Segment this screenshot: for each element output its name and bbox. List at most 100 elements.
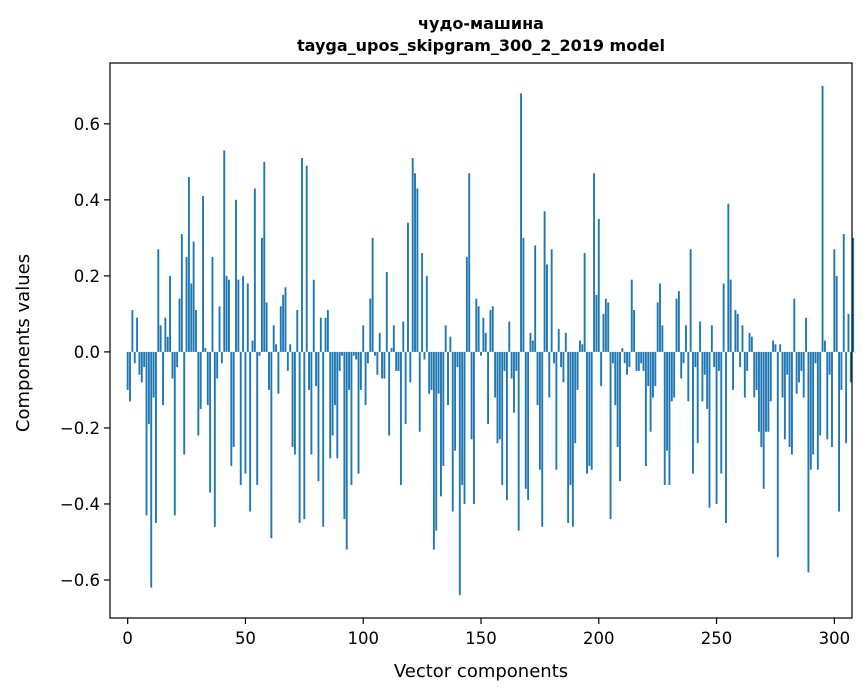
- bar: [680, 351, 683, 379]
- bar: [677, 291, 680, 352]
- bar: [753, 351, 756, 398]
- bar: [258, 351, 261, 356]
- bar: [383, 351, 386, 379]
- bar: [277, 351, 280, 394]
- bar: [508, 321, 511, 352]
- bar: [656, 302, 659, 352]
- bar: [748, 332, 751, 352]
- bar: [541, 351, 544, 527]
- bar: [635, 351, 638, 371]
- bar: [644, 351, 647, 466]
- bar: [357, 351, 360, 474]
- bar: [538, 351, 541, 470]
- bar: [216, 351, 219, 379]
- bar: [442, 351, 445, 466]
- bar: [176, 351, 179, 368]
- bar: [470, 351, 473, 440]
- bar: [609, 351, 612, 520]
- bar: [489, 310, 492, 352]
- bar: [440, 351, 442, 497]
- bar: [374, 351, 376, 356]
- bar: [661, 325, 664, 352]
- bar: [169, 275, 172, 352]
- bar: [390, 348, 393, 352]
- bar: [308, 351, 310, 390]
- x-tick-label: 200: [583, 629, 615, 648]
- bar: [522, 237, 525, 352]
- bar: [279, 306, 282, 352]
- bar: [322, 351, 325, 527]
- bar: [435, 351, 438, 531]
- bar: [743, 351, 746, 398]
- bar: [166, 336, 169, 352]
- y-tick-label: −0.6: [60, 571, 100, 590]
- bar: [371, 237, 374, 352]
- bar: [369, 298, 372, 352]
- x-tick-label: 300: [819, 629, 851, 648]
- bar: [821, 85, 824, 352]
- bar: [133, 351, 136, 364]
- bar: [501, 351, 504, 485]
- bar: [305, 165, 308, 352]
- bar: [362, 325, 365, 352]
- bar: [465, 256, 468, 352]
- bar: [524, 351, 527, 489]
- x-axis-ticks: 0 50 100 150 200 250 300: [122, 618, 850, 648]
- bar: [282, 294, 285, 352]
- bar: [498, 351, 501, 440]
- bar: [286, 351, 289, 371]
- bar: [366, 351, 369, 364]
- bar: [546, 264, 548, 352]
- bar: [699, 321, 702, 352]
- bar: [640, 351, 643, 364]
- bar: [826, 351, 829, 440]
- bar: [343, 351, 346, 520]
- bar: [663, 351, 666, 485]
- bar: [157, 249, 160, 352]
- bar: [272, 325, 275, 352]
- bar: [593, 173, 596, 352]
- bar: [637, 351, 640, 371]
- y-tick-label: −0.4: [60, 495, 100, 514]
- bar: [414, 173, 416, 352]
- bar: [206, 351, 209, 406]
- bar: [642, 351, 645, 371]
- bar: [171, 351, 174, 379]
- bar: [619, 351, 621, 482]
- bar: [696, 351, 699, 444]
- bar: [767, 351, 770, 432]
- bar: [793, 298, 796, 352]
- bar: [550, 249, 553, 352]
- bar: [319, 317, 322, 352]
- bar: [701, 351, 704, 402]
- bar: [732, 351, 734, 390]
- bar: [569, 351, 572, 485]
- bar: [253, 188, 256, 352]
- x-tick-label: 0: [122, 629, 133, 648]
- bar: [428, 351, 431, 394]
- bar: [180, 234, 183, 352]
- chart-title: чудо-машина: [418, 14, 544, 33]
- bar: [491, 306, 494, 352]
- bar: [315, 351, 318, 387]
- bar: [359, 351, 362, 390]
- x-tick-label: 250: [701, 629, 733, 648]
- bar: [630, 279, 633, 352]
- bar: [578, 340, 581, 352]
- bar: [760, 351, 763, 447]
- bar: [397, 351, 400, 371]
- bar: [515, 351, 518, 371]
- bar: [291, 351, 294, 447]
- bar: [604, 298, 607, 352]
- bar: [223, 150, 226, 352]
- bar: [237, 279, 240, 352]
- bar: [244, 351, 247, 474]
- bar: [736, 313, 739, 352]
- bar: [230, 351, 233, 466]
- bar: [788, 351, 791, 447]
- bar: [666, 351, 669, 451]
- bar: [779, 344, 782, 352]
- bar: [739, 351, 742, 368]
- bar: [762, 351, 765, 489]
- bar: [461, 351, 464, 485]
